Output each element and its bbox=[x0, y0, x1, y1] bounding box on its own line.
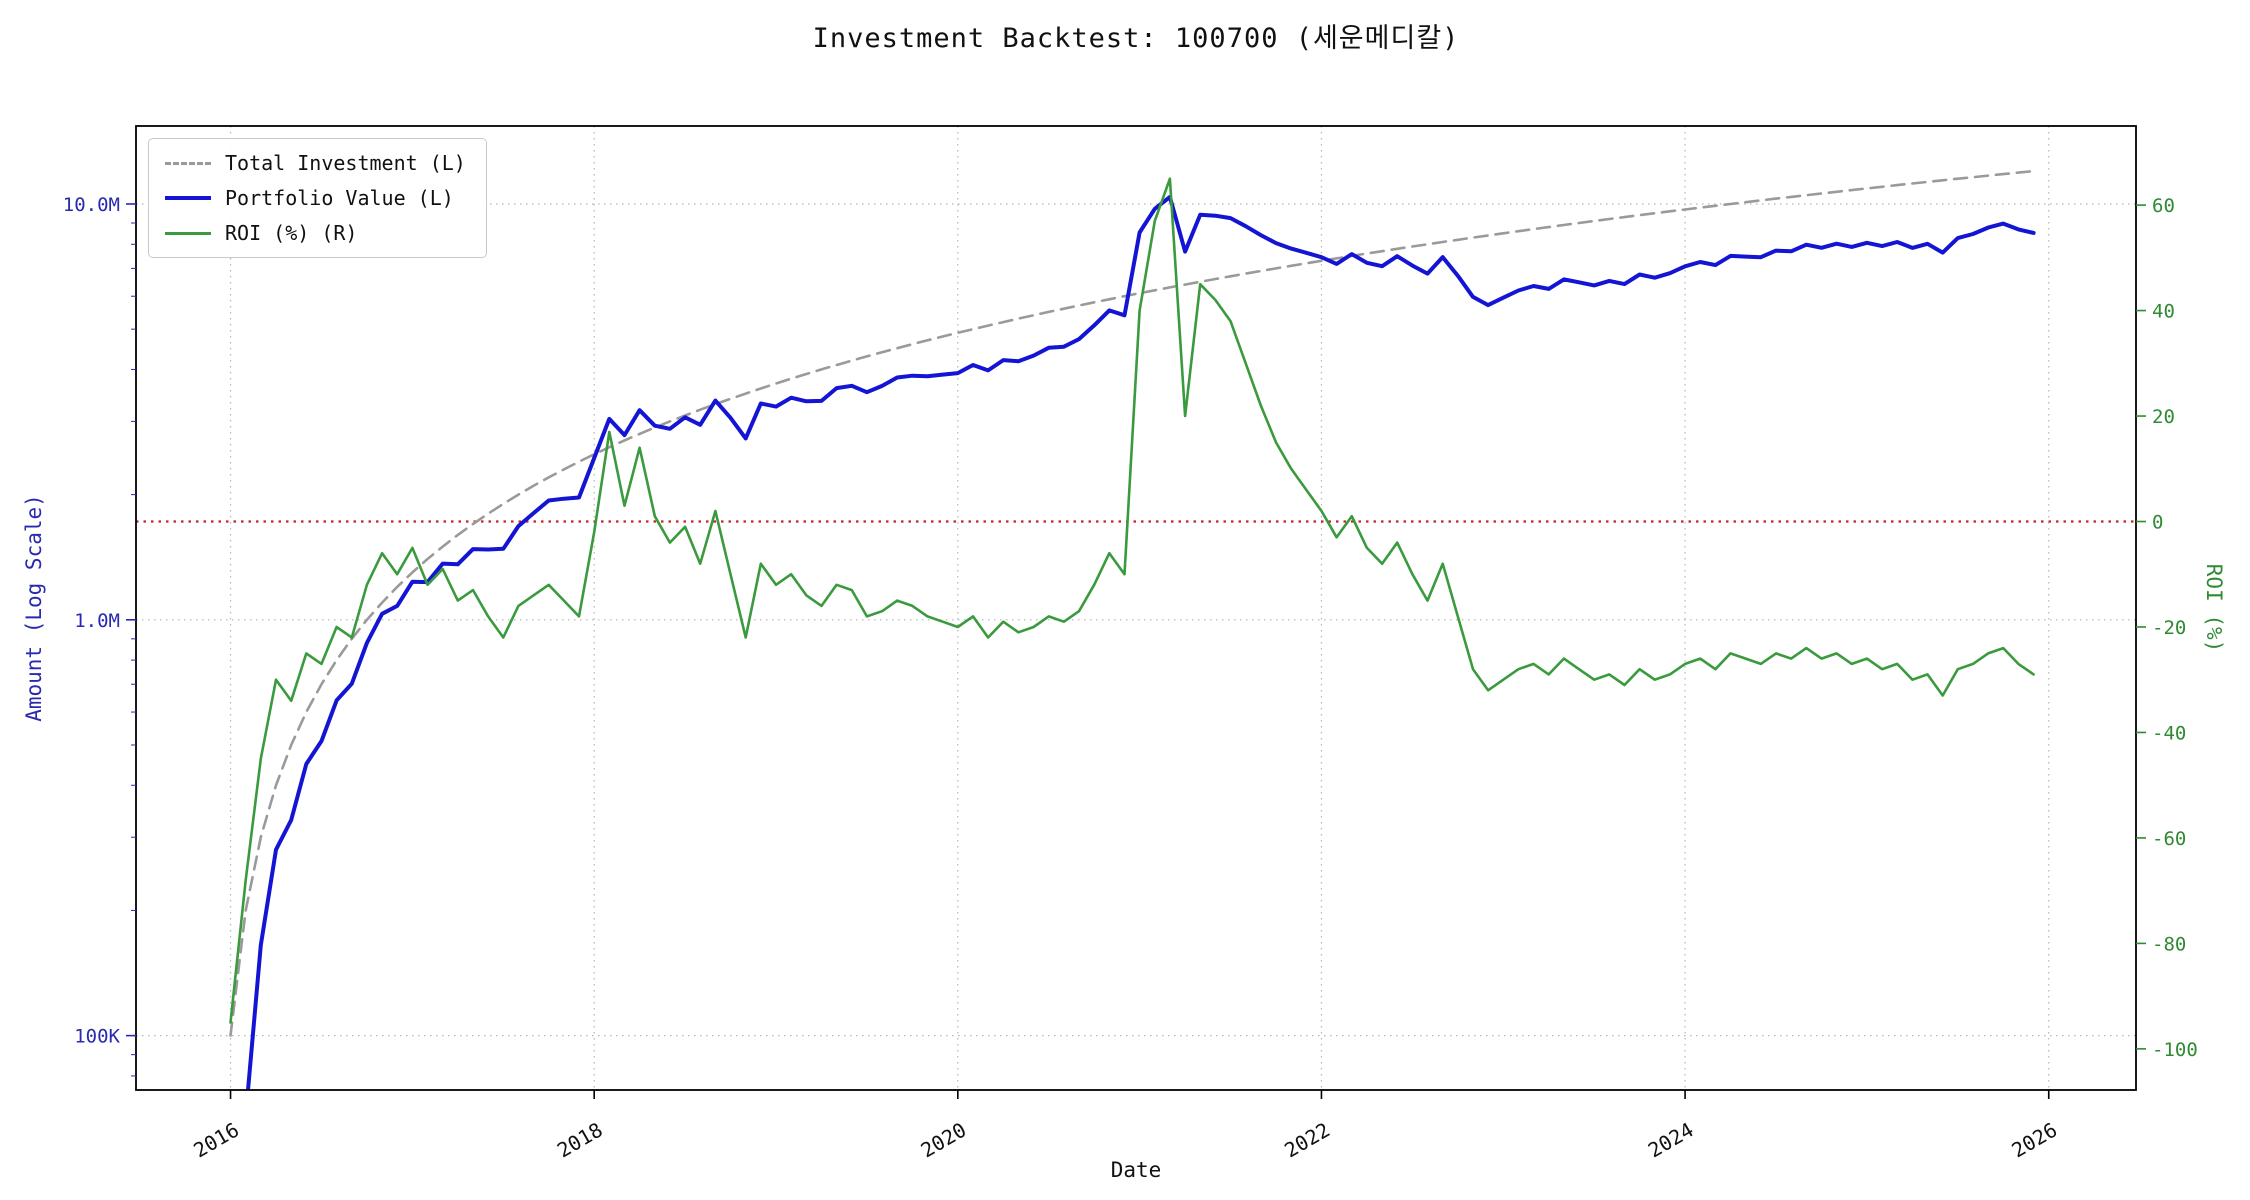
plot-border bbox=[135, 125, 2137, 1091]
y-right-tick-label: -80 bbox=[2152, 933, 2186, 955]
legend: Total Investment (L) Portfolio Value (L)… bbox=[148, 138, 487, 258]
y-right-tick-label: 40 bbox=[2152, 301, 2175, 323]
y-axis-label-left: Amount (Log Scale) bbox=[22, 494, 46, 722]
y-right-tick-label: 60 bbox=[2152, 195, 2175, 217]
y-right-tick-label: 20 bbox=[2152, 406, 2175, 428]
y-left-tick-label: 100K bbox=[74, 1026, 120, 1048]
legend-label-portfolio-value: Portfolio Value (L) bbox=[225, 186, 454, 210]
x-tick-label: 2022 bbox=[1280, 1118, 1334, 1163]
series-line-roi-r bbox=[229, 177, 2035, 1024]
legend-label-total-investment: Total Investment (L) bbox=[225, 151, 466, 175]
legend-item-roi: ROI (%) (R) bbox=[165, 221, 466, 245]
solid-line-swatch-icon bbox=[165, 231, 211, 235]
series-line-portfolio-value-l bbox=[246, 195, 2036, 1090]
x-tick-label: 2024 bbox=[1644, 1118, 1698, 1163]
y-left-tick-label: 1.0M bbox=[74, 610, 120, 632]
x-tick-label: 2016 bbox=[189, 1118, 243, 1163]
y-right-tick-label: -60 bbox=[2152, 828, 2186, 850]
x-tick-label: 2026 bbox=[2008, 1118, 2062, 1163]
series-line-total-investment-l bbox=[229, 169, 2035, 1037]
dashed-line-swatch-icon bbox=[165, 161, 211, 165]
y-left-tick-label: 10.0M bbox=[63, 194, 120, 216]
y-axis-label-right: ROI (%) bbox=[2202, 563, 2226, 653]
y-right-tick-label: -40 bbox=[2152, 722, 2186, 744]
legend-label-roi: ROI (%) (R) bbox=[225, 221, 358, 245]
y-right-tick-label: 0 bbox=[2152, 512, 2163, 534]
y-right-tick-label: -100 bbox=[2152, 1039, 2198, 1061]
x-axis-label: Date bbox=[1110, 1158, 1162, 1182]
x-tick-label: 2020 bbox=[917, 1118, 971, 1163]
y-right-tick-label: -20 bbox=[2152, 617, 2186, 639]
solid-line-swatch-icon bbox=[165, 196, 211, 200]
legend-item-portfolio-value: Portfolio Value (L) bbox=[165, 186, 466, 210]
legend-item-total-investment: Total Investment (L) bbox=[165, 151, 466, 175]
page-title: Investment Backtest: 100700 (세운메디칼) bbox=[812, 23, 1460, 54]
x-tick-label: 2018 bbox=[553, 1118, 607, 1163]
